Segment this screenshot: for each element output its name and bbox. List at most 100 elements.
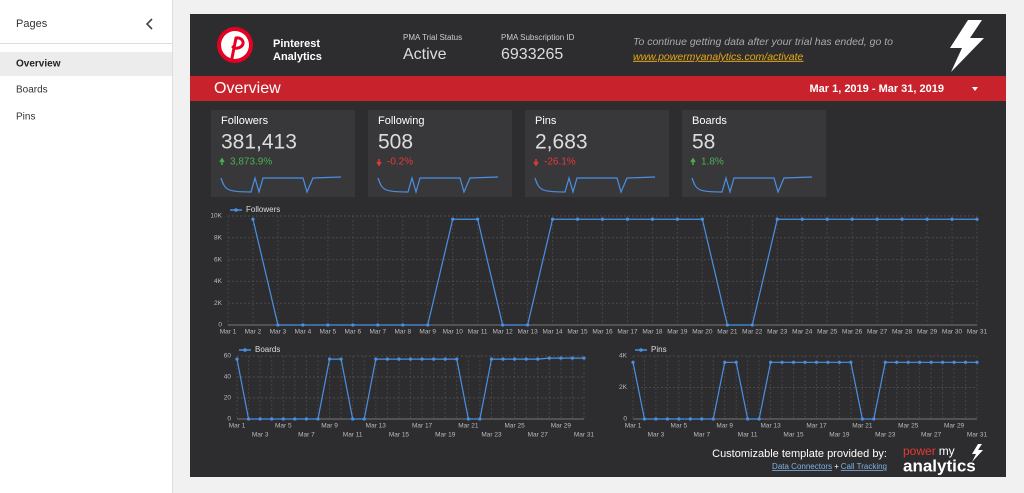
link[interactable]: Call Tracking — [841, 462, 887, 471]
point — [941, 360, 945, 364]
point — [906, 360, 910, 364]
point — [408, 357, 413, 361]
x-tick-label: Mar 29 — [551, 423, 572, 430]
nav-item[interactable]: Overview — [16, 59, 61, 70]
x-tick-label: Mar 19 — [435, 432, 456, 439]
point — [489, 357, 494, 361]
point — [451, 217, 455, 221]
point — [825, 217, 829, 221]
point — [654, 417, 658, 421]
sidebar — [0, 0, 172, 493]
x-tick-label: Mar 9 — [716, 423, 733, 430]
point — [476, 217, 480, 221]
x-tick-label: Mar 12 — [493, 329, 514, 336]
point — [723, 360, 727, 364]
x-tick-label: Mar 17 — [806, 423, 827, 430]
scorecard-label: Followers — [221, 115, 269, 127]
point — [780, 360, 784, 364]
point — [246, 417, 251, 421]
x-tick-label: Mar 3 — [270, 329, 287, 336]
y-tick-label: 2K — [214, 300, 223, 307]
y-tick-label: 40 — [224, 374, 232, 381]
sparkline — [691, 175, 813, 195]
id-label: PMA Subscription ID — [501, 33, 575, 42]
x-tick-label: Mar 24 — [792, 329, 813, 336]
x-tick-label: Mar 16 — [592, 329, 613, 336]
scorecard-label: Boards — [692, 115, 727, 127]
legend-dot — [234, 208, 238, 212]
point — [837, 360, 842, 364]
banner — [190, 76, 1006, 101]
change-arrow — [376, 159, 382, 167]
x-tick-label: Mar 25 — [817, 329, 838, 336]
x-tick-label: Mar 31 — [967, 432, 988, 439]
change-arrow — [533, 159, 539, 167]
point — [547, 356, 551, 360]
point — [526, 323, 530, 327]
point — [803, 360, 807, 364]
point — [362, 417, 366, 421]
point — [850, 217, 854, 221]
x-tick-label: Mar 9 — [419, 329, 436, 336]
point — [791, 360, 796, 364]
sparkline — [534, 175, 656, 195]
x-tick-label: Mar 11 — [738, 432, 758, 439]
point — [631, 360, 635, 364]
y-tick-label: 10K — [210, 213, 222, 220]
scorecard-change: -26.1% — [544, 157, 576, 168]
scorecard — [682, 110, 826, 197]
point — [513, 357, 517, 361]
point — [432, 357, 436, 361]
logo-bolt — [972, 444, 983, 462]
y-tick-label: 0 — [227, 416, 231, 423]
point — [466, 417, 470, 421]
dropdown-arrow[interactable] — [972, 87, 978, 91]
change-arrow — [219, 157, 225, 165]
x-tick-label: Mar 31 — [967, 329, 988, 336]
point — [501, 323, 505, 327]
nav-item[interactable]: Pins — [16, 112, 35, 123]
x-tick-label: Mar 10 — [443, 329, 464, 336]
y-tick-label: 8K — [214, 235, 223, 242]
point — [975, 217, 979, 221]
point — [397, 357, 401, 361]
point — [975, 360, 979, 364]
x-tick-label: Mar 23 — [875, 432, 896, 439]
point — [443, 357, 447, 361]
x-tick-label: Mar 13 — [760, 423, 781, 430]
scorecard — [211, 110, 355, 197]
x-tick-label: Mar 9 — [321, 423, 338, 430]
y-tick-label: 60 — [224, 353, 232, 360]
point — [501, 357, 505, 361]
sparkline — [377, 175, 499, 195]
x-tick-label: Mar 14 — [542, 329, 563, 336]
x-tick-label: Mar 21 — [852, 423, 873, 430]
point — [688, 417, 692, 421]
activate-link[interactable]: www.powermyanalytics.com/activate — [633, 51, 804, 63]
x-tick-label: Mar 11 — [468, 329, 488, 336]
x-tick-label: Mar 27 — [867, 329, 888, 336]
point — [725, 323, 729, 327]
point — [582, 356, 586, 360]
y-tick-label: 0 — [623, 416, 627, 423]
x-tick-label: Mar 17 — [617, 329, 638, 336]
point — [929, 360, 933, 364]
date-range[interactable]: Mar 1, 2019 - Mar 31, 2019 — [809, 83, 944, 95]
x-tick-label: Mar 19 — [667, 329, 688, 336]
point — [918, 360, 922, 364]
point — [600, 217, 605, 221]
status: Active — [403, 46, 447, 63]
point — [235, 357, 239, 361]
change-arrow — [690, 157, 696, 165]
point — [952, 360, 956, 364]
y-tick-label: 0 — [218, 322, 222, 329]
link[interactable]: Data Connectors — [772, 462, 832, 471]
nav-item[interactable]: Boards — [16, 85, 48, 96]
scorecard-label: Following — [378, 115, 424, 127]
point — [420, 357, 424, 361]
x-tick-label: Mar 25 — [898, 423, 919, 430]
brand: Analytics — [273, 51, 322, 63]
scorecard-change: 3,873.9% — [230, 157, 272, 168]
collapse-button[interactable] — [145, 18, 153, 30]
